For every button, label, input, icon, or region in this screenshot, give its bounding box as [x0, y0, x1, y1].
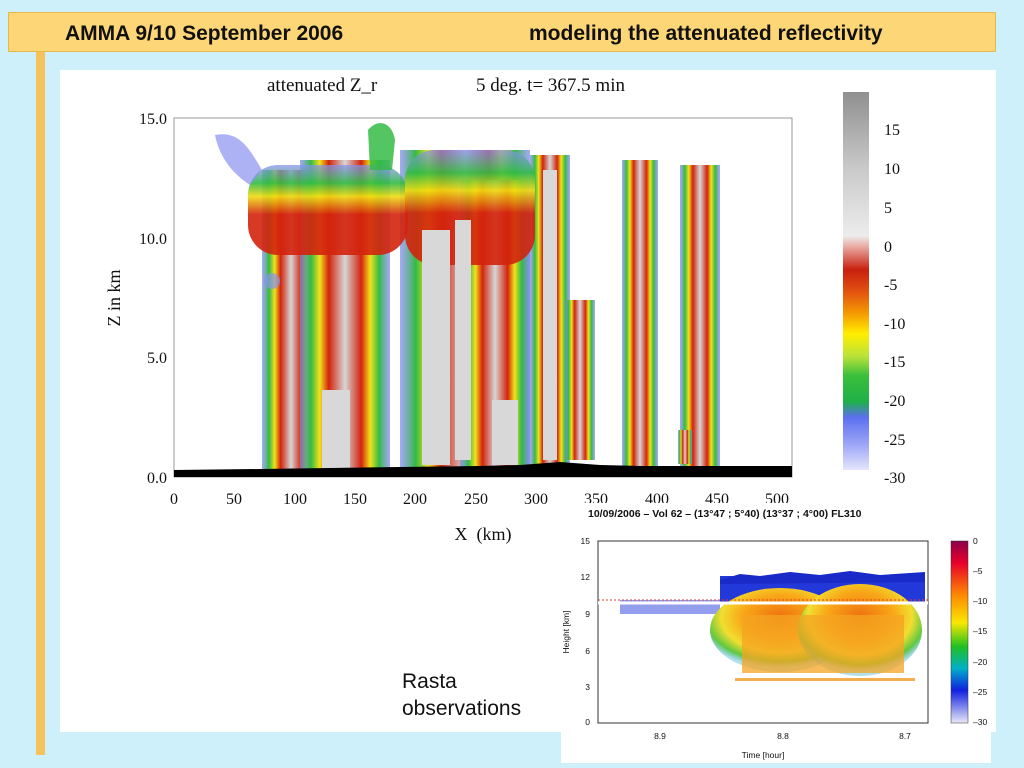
sim-y-tick-label: 5.0 — [147, 350, 167, 367]
sim-x-tick-label: 100 — [283, 491, 307, 508]
obs-x-ticks: 8.9 8.8 8.7 — [654, 731, 911, 741]
sim-colorbar-ticks: 15 10 5 0 -5 -10 -15 -20 -25 -30 — [884, 122, 905, 487]
sim-x-axis-label: X (km) — [455, 524, 512, 545]
obs-colorbar-tick-label: 0 — [973, 536, 978, 546]
sim-terrain — [174, 462, 792, 477]
rasta-label-line2: observations — [402, 697, 522, 720]
storm-column — [678, 430, 692, 464]
obs-x-tick-label: 8.7 — [899, 731, 911, 741]
obs-x-tick-label: 8.8 — [777, 731, 789, 741]
accent-bar — [36, 52, 45, 755]
anvil-outflow — [215, 134, 262, 185]
obs-colorbar-tick-label: –10 — [973, 596, 987, 606]
obs-y-axis-label: Height [km] — [561, 611, 571, 654]
title-bar: AMMA 9/10 September 2006 modeling the at… — [8, 12, 996, 52]
sim-y-axis-label: Z in km — [104, 270, 124, 327]
obs-y-tick-label: 15 — [581, 536, 591, 546]
obs-y-tick-label: 3 — [585, 682, 590, 692]
core-gray — [455, 220, 471, 460]
core-gray — [492, 400, 518, 465]
obs-y-tick-label: 6 — [585, 646, 590, 656]
rasta-observations-label: Rasta observations — [402, 668, 521, 722]
obs-x-tick-label: 8.9 — [654, 731, 666, 741]
obs-x-axis-label: Time [hour] — [742, 750, 785, 760]
obs-colorbar-tick-label: –20 — [973, 657, 987, 667]
obs-y-tick-label: 9 — [585, 609, 590, 619]
sim-colorbar-tick-label: -10 — [884, 316, 905, 333]
slide-title-right: modeling the attenuated reflectivity — [529, 22, 883, 45]
sim-y-tick-label: 10.0 — [139, 231, 167, 248]
sim-x-tick-label: 250 — [464, 491, 488, 508]
core-gray — [543, 170, 557, 460]
rasta-label-line1: Rasta — [402, 670, 457, 693]
obs-colorbar-tick-label: –30 — [973, 717, 987, 727]
sim-colorbar-tick-label: 10 — [884, 161, 900, 178]
sim-x-tick-label: 200 — [403, 491, 427, 508]
sim-colorbar-tick-label: -30 — [884, 470, 905, 487]
sim-colorbar-tick-label: -25 — [884, 432, 905, 449]
anvil-turret — [368, 123, 395, 170]
obs-echo-body — [742, 615, 904, 673]
sim-x-tick-label: 0 — [170, 491, 178, 508]
simulation-plot: attenuated Z_r 5 deg. t= 367.5 min 0.0 5… — [104, 75, 905, 545]
sim-colorbar — [843, 92, 869, 470]
obs-colorbar-tick-label: –15 — [973, 626, 987, 636]
storm-column — [680, 165, 720, 470]
sim-colorbar-tick-label: 0 — [884, 239, 892, 256]
obs-y-tick-label: 12 — [581, 572, 591, 582]
slide-title-left: AMMA 9/10 September 2006 — [65, 22, 344, 45]
obs-plot-title: 10/09/2006 – Vol 62 – (13°47 ; 5°40) (13… — [588, 508, 862, 520]
anvil-top — [248, 165, 408, 255]
obs-colorbar-ticks: 0 –5 –10 –15 –20 –25 –30 — [973, 536, 987, 727]
sim-reflectivity-field — [215, 123, 720, 470]
sim-x-tick-label: 50 — [226, 491, 242, 508]
sim-colorbar-tick-label: 15 — [884, 122, 900, 139]
sim-y-tick-label: 15.0 — [139, 111, 167, 128]
storm-column — [622, 160, 658, 470]
sim-colorbar-tick-label: -5 — [884, 277, 897, 294]
obs-colorbar — [950, 540, 969, 724]
sim-y-ticks: 0.0 5.0 10.0 15.0 — [139, 111, 167, 487]
obs-colorbar-tick-label: –25 — [973, 687, 987, 697]
sim-y-tick-label: 0.0 — [147, 470, 167, 487]
core-gray — [322, 390, 350, 468]
obs-y-tick-label: 0 — [585, 717, 590, 727]
sim-x-tick-label: 300 — [524, 491, 548, 508]
sim-colorbar-tick-label: -20 — [884, 393, 905, 410]
obs-colorbar-tick-label: –5 — [973, 566, 983, 576]
isolated-echo — [264, 273, 280, 289]
storm-column — [565, 300, 595, 460]
obs-melting-layer — [735, 678, 915, 681]
obs-reflectivity-field — [598, 571, 928, 681]
observation-plot: 10/09/2006 – Vol 62 – (13°47 ; 5°40) (13… — [561, 503, 991, 763]
sim-colorbar-tick-label: -15 — [884, 354, 905, 371]
obs-cloud-top-edge — [720, 571, 925, 584]
core-gray — [422, 230, 450, 465]
sim-plot-title-a: attenuated Z_r — [267, 75, 378, 96]
sim-x-tick-label: 150 — [343, 491, 367, 508]
sim-colorbar-tick-label: 5 — [884, 200, 892, 217]
obs-y-ticks: 0 3 6 9 12 15 — [581, 536, 591, 727]
sim-plot-title-b: 5 deg. t= 367.5 min — [476, 75, 625, 96]
